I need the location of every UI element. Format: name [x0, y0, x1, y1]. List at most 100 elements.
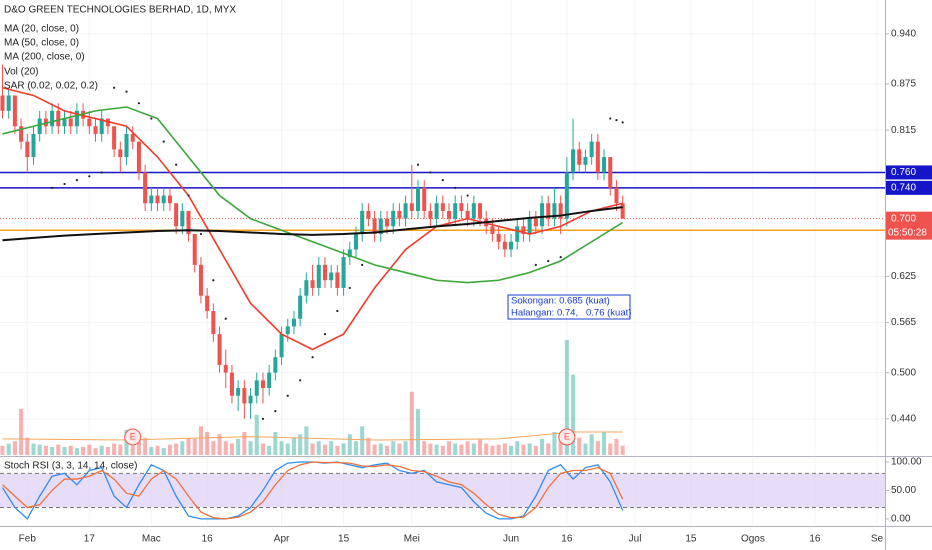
x-tick-label: 15: [685, 534, 697, 545]
candle-body: [223, 364, 228, 373]
y-tick-label: 0.875: [891, 79, 916, 90]
sar-dot: [137, 102, 141, 105]
volume-bar: [12, 441, 17, 455]
volume-bar: [360, 426, 365, 455]
candle-body: [595, 141, 600, 173]
legend-entry[interactable]: MA (200, close, 0): [4, 52, 85, 63]
chart-title: D&O GREEN TECHNOLOGIES BERHAD, 1D, MYX: [4, 5, 236, 16]
volume-bar: [471, 443, 476, 455]
candle-body: [236, 388, 241, 396]
volume-bar: [378, 443, 383, 455]
candle-body: [174, 203, 179, 227]
y-tick-label: 100.00: [891, 457, 922, 468]
volume-bar: [353, 441, 359, 455]
legend-entry[interactable]: SAR (0.02, 0.02, 0.2): [4, 81, 98, 92]
candle-body: [273, 357, 278, 373]
volume-bar: [322, 444, 327, 455]
sar-dot: [150, 117, 153, 120]
earnings-label: E: [130, 431, 136, 441]
volume-bar: [211, 441, 216, 455]
candle-body: [87, 118, 92, 127]
volume-bar: [341, 443, 346, 455]
volume-bar: [136, 441, 141, 455]
legend-entry[interactable]: Vol (20): [4, 67, 38, 78]
volume-bar: [31, 443, 36, 455]
sar-dot: [175, 163, 178, 166]
volume-bar: [6, 443, 11, 455]
ma-line: [2, 86, 623, 351]
volume-bar: [434, 444, 439, 455]
sar-dot: [441, 179, 444, 182]
volume-bar: [527, 443, 532, 455]
level-label-bg: [886, 165, 932, 180]
candle-body: [608, 157, 613, 188]
legend-entry[interactable]: MA (50, close, 0): [4, 38, 79, 49]
volume-bar: [372, 444, 377, 455]
volume-bar: [415, 409, 421, 455]
sar-dot: [199, 232, 203, 236]
candle-body: [540, 203, 545, 227]
candle-body: [366, 210, 371, 219]
sar-dot: [323, 333, 327, 336]
candle-body: [242, 388, 247, 404]
y-tick-label: 0.00: [891, 514, 911, 525]
candle-body: [440, 203, 445, 211]
candle-body: [304, 280, 309, 296]
candle-body: [6, 95, 11, 111]
volume-bar: [608, 443, 613, 455]
candle-body: [62, 118, 67, 127]
candle-body: [384, 218, 390, 227]
volume-bar: [558, 441, 563, 455]
candle-body: [577, 149, 582, 165]
volume-bar: [0, 445, 5, 455]
earnings-marker: [558, 428, 576, 446]
candle-body: [50, 110, 55, 127]
last-price-label: 0.700: [891, 213, 916, 224]
volume-bar: [335, 445, 340, 455]
candle-body: [428, 210, 433, 219]
y-tick-label: 0.565: [891, 317, 916, 328]
volume-bar: [285, 443, 290, 455]
x-tick-label: Ogos: [741, 534, 765, 545]
volume-bar: [422, 441, 427, 455]
ma-line: [2, 206, 623, 242]
candle-body: [620, 203, 625, 219]
sar-dot: [609, 117, 612, 120]
volume-bar: [304, 426, 309, 455]
candle-body: [310, 280, 315, 288]
candle-body: [397, 210, 402, 219]
x-tick-label: Apr: [274, 534, 290, 545]
y-tick-label: 0.500: [891, 367, 916, 378]
last-price-bg: [886, 211, 932, 240]
volume-bar: [267, 445, 272, 455]
volume-bar: [589, 434, 594, 455]
candle-body: [136, 141, 141, 173]
candle-body: [478, 203, 483, 219]
volume-bar: [347, 434, 352, 455]
volume-bar: [174, 443, 179, 455]
y-tick-label: 0.940: [891, 29, 916, 40]
volume-bar: [192, 438, 197, 455]
volume-bar: [409, 391, 414, 455]
candle-body: [12, 95, 17, 127]
legend-entry[interactable]: MA (20, close, 0): [4, 24, 79, 35]
x-tick-label: Se: [871, 534, 884, 545]
sar-dot: [454, 186, 457, 189]
volume-bar: [112, 443, 117, 455]
candle-body: [465, 210, 470, 219]
volume-bar: [571, 374, 576, 455]
sar-dot: [261, 417, 265, 420]
sar-dot: [299, 379, 302, 382]
sar-dot: [75, 179, 79, 182]
candle-body: [453, 203, 458, 219]
sar-dot: [361, 263, 364, 266]
stoch-label[interactable]: Stoch RSI (3, 3, 14, 14, close): [4, 461, 137, 472]
candle-body: [112, 126, 117, 150]
volume-bar: [453, 443, 458, 455]
candle-body: [533, 218, 538, 227]
volume-bar: [217, 434, 222, 455]
candle-body: [552, 203, 557, 219]
volume-bar: [62, 446, 67, 455]
volume-bar: [540, 438, 545, 455]
volume-bar: [564, 340, 569, 455]
